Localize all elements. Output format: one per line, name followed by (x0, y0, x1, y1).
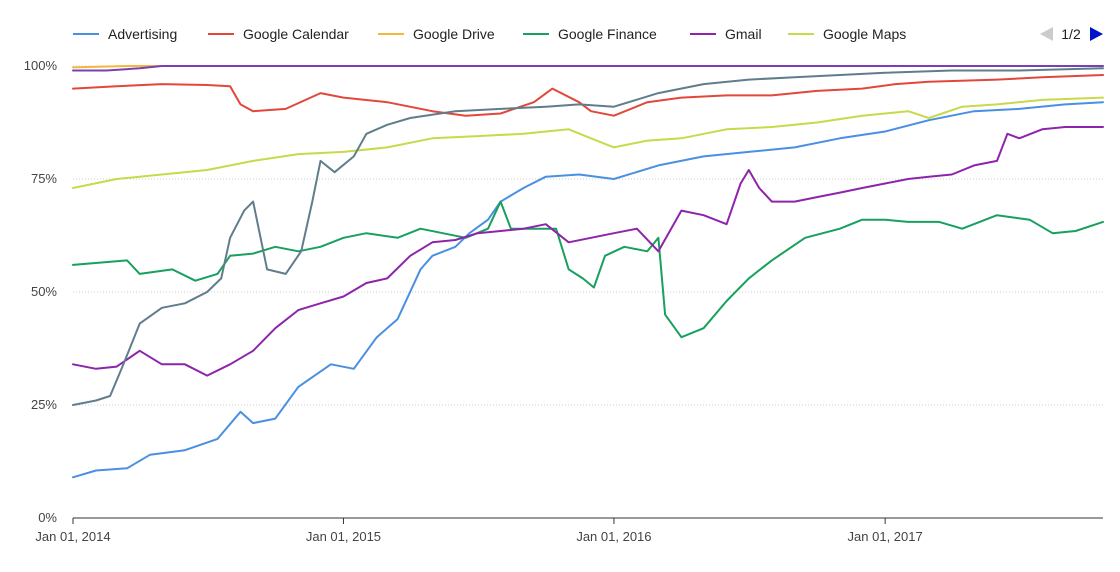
series-line-unlabeled-6 (72, 67, 1104, 406)
series-line-advertising (72, 101, 1104, 479)
legend-label: Google Drive (413, 26, 495, 42)
legend: Advertising Google Calendar Google Drive Go… (73, 26, 906, 42)
legend-label: Google Calendar (243, 26, 349, 42)
left-triangle-icon[interactable] (1040, 27, 1053, 41)
right-triangle-icon[interactable] (1090, 27, 1103, 41)
series-line-google-calendar (72, 74, 1104, 117)
legend-label: Advertising (108, 26, 177, 42)
legend-item[interactable]: Google Finance (523, 26, 657, 42)
series-line-unlabeled-7 (72, 65, 1104, 72)
legend-item[interactable]: Gmail (690, 26, 762, 42)
legend-item[interactable]: Google Drive (378, 26, 495, 42)
x-tick-label: Jan 01, 2014 (35, 529, 110, 544)
y-tick-label: 0% (38, 510, 57, 525)
legend-item[interactable]: Advertising (73, 26, 177, 42)
series-line-google-maps (72, 96, 1104, 189)
y-tick-label: 25% (31, 397, 57, 412)
series-lines (72, 65, 1104, 479)
legend-item[interactable]: Google Calendar (208, 26, 349, 42)
x-tick-label: Jan 01, 2017 (848, 529, 923, 544)
legend-page-indicator: 1/2 (1061, 26, 1081, 42)
y-tick-label: 75% (31, 171, 57, 186)
x-tick-label: Jan 01, 2016 (576, 529, 651, 544)
legend-label: Google Maps (823, 26, 906, 42)
legend-item[interactable]: Google Maps (788, 26, 906, 42)
y-tick-label: 100% (24, 58, 58, 73)
series-line-gmail (72, 126, 1104, 377)
legend-pager: 1/2 (1040, 26, 1103, 42)
legend-label: Google Finance (558, 26, 657, 42)
x-axis-tick-labels: Jan 01, 2014 Jan 01, 2015 Jan 01, 2016 Jan … (35, 518, 923, 544)
x-tick-label: Jan 01, 2015 (306, 529, 381, 544)
y-axis-tick-labels: 0% 25% 50% 75% 100% (24, 58, 58, 525)
series-line-google-finance (72, 200, 1104, 339)
y-tick-label: 50% (31, 284, 57, 299)
legend-label: Gmail (725, 26, 762, 42)
